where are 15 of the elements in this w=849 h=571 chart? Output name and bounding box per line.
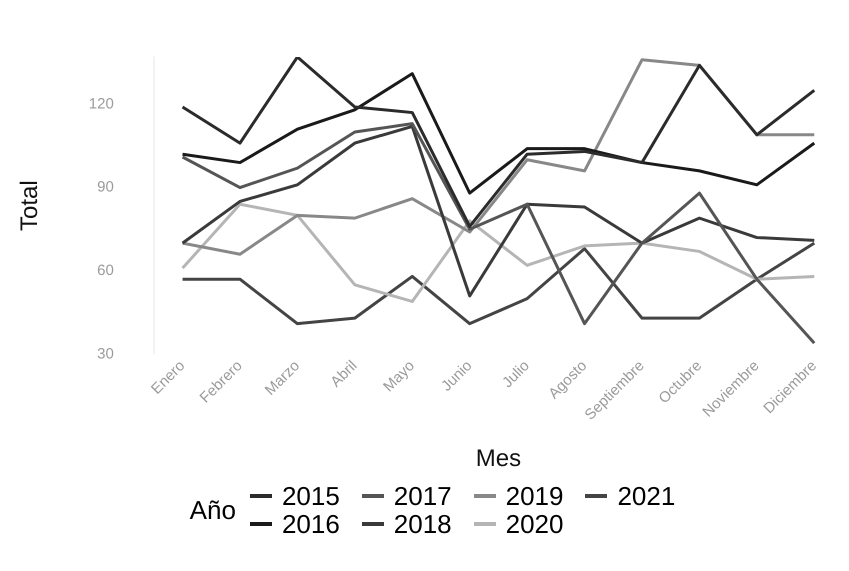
y-tick-label: 60 — [97, 262, 114, 280]
legend-label: 2021 — [617, 481, 676, 511]
legend-label: 2015 — [282, 481, 340, 511]
legend-label: 2016 — [282, 509, 340, 539]
legend-title: Año — [190, 494, 236, 526]
y-axis-title: Total — [16, 180, 44, 231]
legend-label: 2017 — [394, 481, 452, 511]
y-tick-label: 120 — [88, 95, 114, 112]
legend-label: 2020 — [506, 509, 564, 539]
legend-label: 2019 — [506, 481, 564, 511]
x-tick-label: Julio — [499, 357, 533, 392]
x-axis-title: Mes — [476, 445, 522, 472]
y-tick-label: 90 — [97, 178, 114, 196]
legend-label: 2018 — [394, 509, 452, 539]
y-tick-label: 30 — [97, 345, 114, 362]
